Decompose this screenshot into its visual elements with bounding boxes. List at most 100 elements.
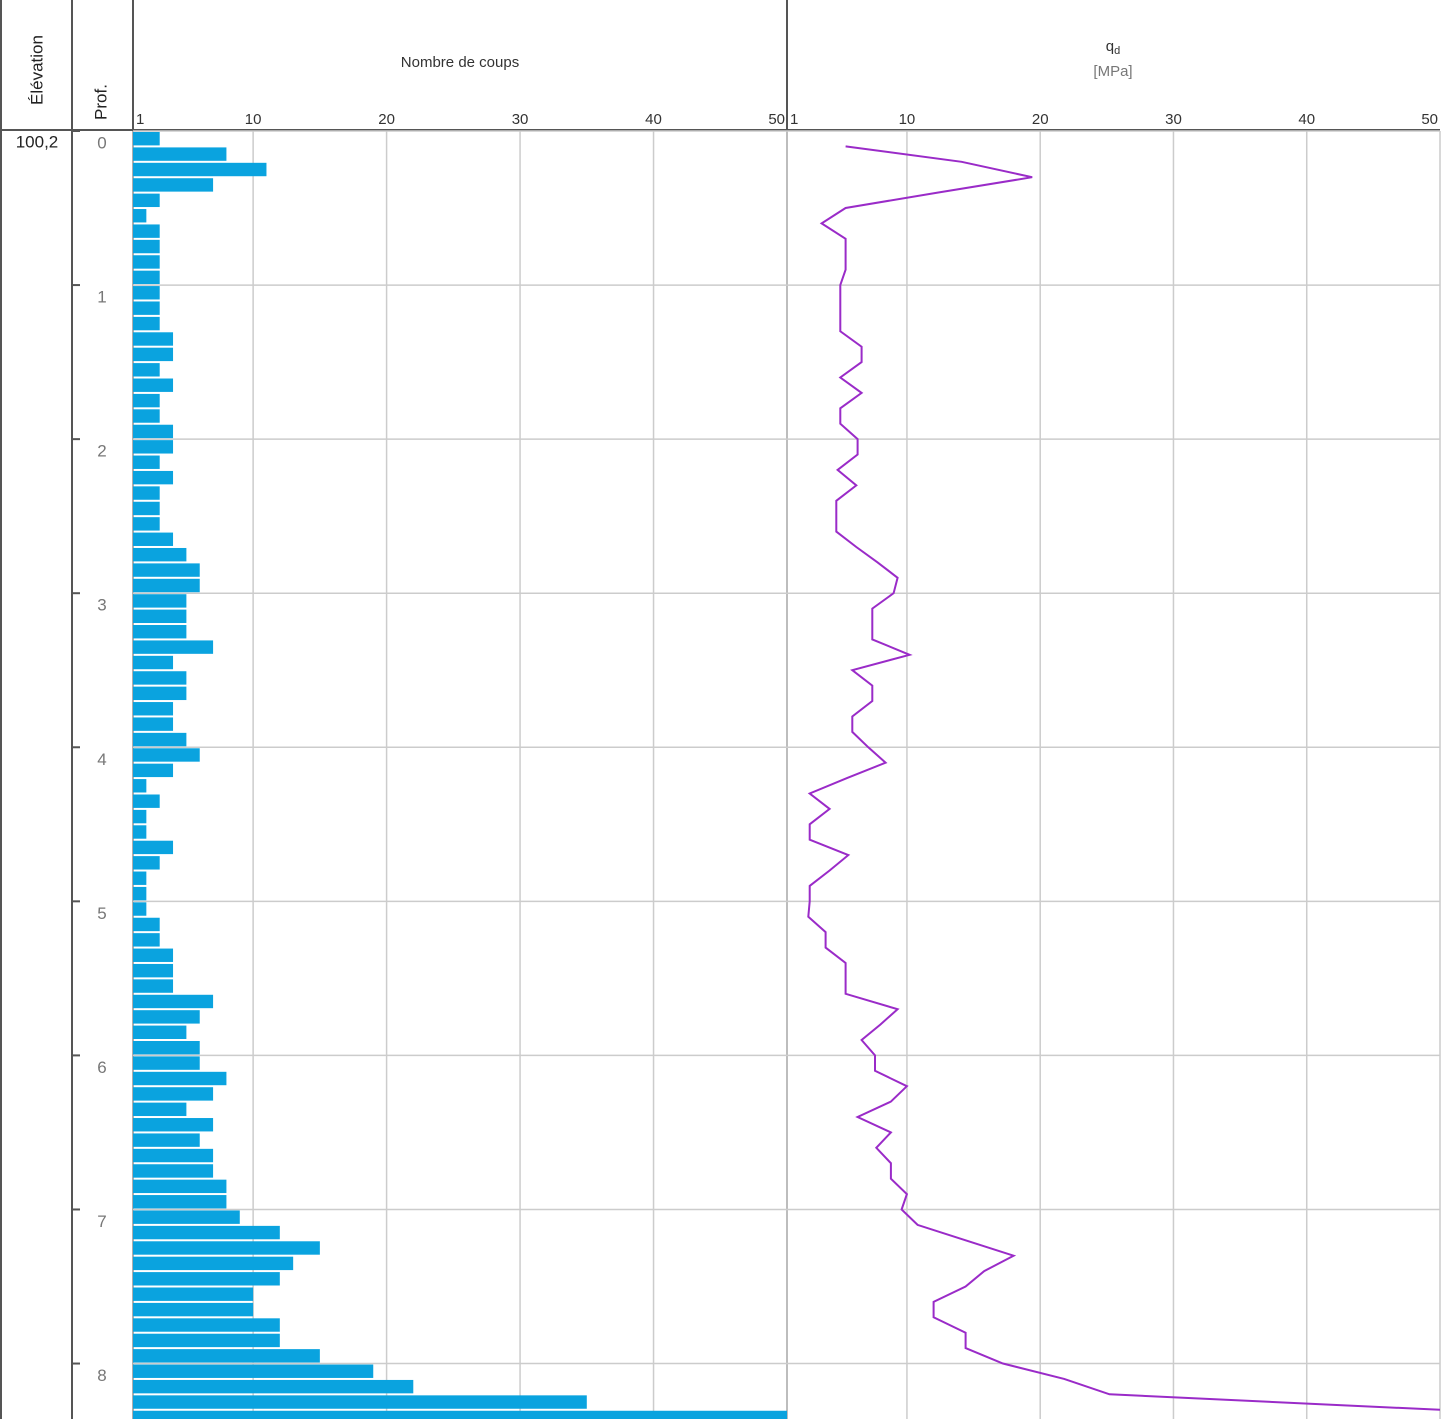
x-tick-label: 10 — [245, 111, 262, 128]
bar — [133, 470, 174, 485]
bar — [133, 871, 147, 885]
x-tick-label: 50 — [768, 111, 785, 128]
line-title-main: q — [1106, 38, 1114, 55]
bar — [133, 316, 160, 331]
bar — [133, 856, 160, 870]
x-tick-label: 30 — [512, 111, 529, 128]
bar — [133, 424, 174, 439]
bar — [133, 1410, 787, 1419]
line-title: qd — [1106, 38, 1120, 57]
bar — [133, 563, 200, 577]
bar — [133, 193, 160, 208]
bar — [133, 1349, 320, 1363]
bar — [133, 347, 174, 362]
bar — [133, 1272, 280, 1286]
bar — [133, 578, 200, 593]
line-title-sub: d — [1114, 45, 1120, 57]
depth-label: Prof. — [91, 84, 110, 120]
bar — [133, 979, 174, 993]
x-tick-label: 40 — [645, 111, 662, 128]
bar — [133, 1379, 414, 1394]
bar — [133, 594, 187, 608]
depth-tick-label: 5 — [97, 904, 106, 923]
bar — [133, 1040, 200, 1055]
bar — [133, 455, 160, 469]
bar — [133, 1056, 200, 1070]
bar — [133, 178, 214, 192]
bar — [133, 486, 160, 500]
bar — [133, 609, 187, 624]
bar — [133, 809, 147, 824]
bar — [133, 1318, 280, 1332]
bar — [133, 517, 160, 531]
depth-tick-label: 4 — [97, 750, 106, 769]
bar — [133, 270, 160, 285]
bar — [133, 363, 160, 377]
bar — [133, 825, 147, 839]
bar — [133, 1179, 227, 1194]
bar — [133, 702, 174, 716]
bar — [133, 1195, 227, 1209]
bar — [133, 239, 160, 254]
bar — [133, 1287, 254, 1301]
bar — [133, 393, 160, 408]
bar — [133, 132, 160, 146]
bar — [133, 1133, 200, 1147]
x-tick-label: 20 — [1032, 111, 1049, 128]
x-tick-label: 20 — [378, 111, 395, 128]
elevation-value: 100,2 — [16, 132, 59, 151]
bar — [133, 162, 267, 177]
depth-tick-label: 1 — [97, 288, 106, 307]
bar — [133, 1333, 280, 1348]
bar — [133, 1256, 294, 1271]
bar — [133, 763, 174, 778]
depth-tick-label: 2 — [97, 442, 106, 461]
x-tick-label: 30 — [1165, 111, 1182, 128]
bar — [133, 625, 187, 639]
bar — [133, 1302, 254, 1317]
bar — [133, 1395, 587, 1409]
bar — [133, 1118, 214, 1132]
bar — [133, 1087, 214, 1101]
elevation-label: Élévation — [27, 35, 46, 105]
bar — [133, 1071, 227, 1086]
bar — [133, 332, 174, 346]
bar — [133, 1102, 187, 1117]
bar — [133, 255, 160, 269]
bar — [133, 224, 160, 238]
plot-area — [133, 132, 1440, 1419]
bar — [133, 917, 160, 932]
bar — [133, 532, 174, 546]
x-tick-label: 1 — [136, 111, 144, 128]
bar — [133, 1225, 280, 1240]
bar — [133, 779, 147, 793]
bar — [133, 378, 174, 392]
bar — [133, 547, 187, 562]
bar-title: Nombre de coups — [401, 54, 519, 71]
bar — [133, 748, 200, 762]
bar — [133, 1010, 200, 1024]
bar — [133, 1241, 320, 1255]
bar — [133, 655, 174, 670]
bar — [133, 1025, 187, 1039]
bar — [133, 840, 174, 855]
x-tick-label: 40 — [1298, 111, 1315, 128]
bar — [133, 1364, 374, 1378]
bar — [133, 1164, 214, 1178]
depth-tick-label: 6 — [97, 1058, 106, 1077]
bar — [133, 147, 227, 161]
bar — [133, 963, 174, 978]
bar — [133, 686, 187, 701]
qd-line — [807, 145, 1440, 1411]
bar — [133, 1210, 240, 1224]
bar — [133, 671, 187, 685]
bar — [133, 794, 160, 808]
bar — [133, 933, 160, 947]
depth-tick-label: 3 — [97, 596, 106, 615]
depth-tick-label: 0 — [97, 133, 106, 152]
bar — [133, 640, 214, 654]
bar — [133, 286, 160, 300]
bar — [133, 902, 147, 916]
bar — [133, 948, 174, 962]
